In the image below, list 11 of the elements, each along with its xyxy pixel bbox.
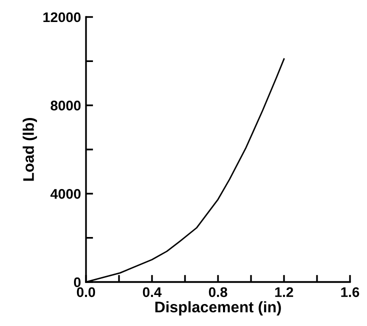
y-tick-label: 12000 bbox=[43, 12, 81, 22]
y-tick-label: 8000 bbox=[50, 100, 81, 111]
y-tick-label: 4000 bbox=[50, 189, 81, 199]
x-tick-label: 1.6 bbox=[341, 287, 360, 298]
x-tick-label: 0.8 bbox=[208, 287, 228, 298]
x-tick-label: 1.2 bbox=[275, 287, 294, 297]
x-tick-label: 0.4 bbox=[142, 287, 162, 298]
y-tick-label: 0 bbox=[74, 277, 81, 288]
x-tick-label: 0.0 bbox=[76, 287, 96, 298]
y-axis-title: Load (lb) bbox=[22, 118, 37, 181]
x-axis-title: Displacement (in) bbox=[155, 301, 281, 316]
